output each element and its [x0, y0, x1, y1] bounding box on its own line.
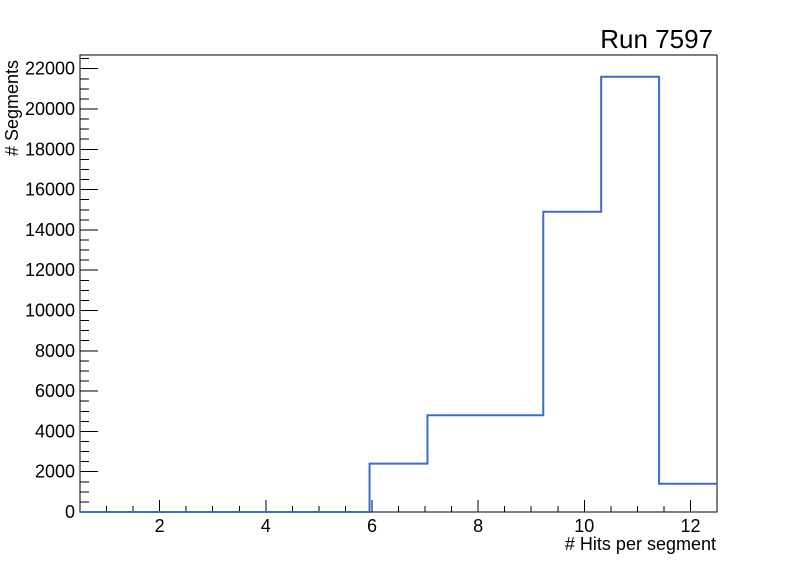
x-tick-label: 4	[261, 516, 271, 536]
x-tick-label: 8	[473, 516, 483, 536]
y-tick-label: 10000	[25, 301, 75, 321]
y-tick-label: 0	[65, 502, 75, 522]
y-tick-label: 12000	[25, 260, 75, 280]
x-tick-label: 12	[680, 516, 700, 536]
y-tick-label: 4000	[35, 421, 75, 441]
y-tick-label: 22000	[25, 59, 75, 79]
y-tick-label: 8000	[35, 341, 75, 361]
y-tick-label: 6000	[35, 381, 75, 401]
x-tick-label: 10	[574, 516, 594, 536]
y-tick-label: 2000	[35, 462, 75, 482]
plot-frame	[79, 54, 718, 513]
x-tick-label: 6	[367, 516, 377, 536]
y-tick-label: 16000	[25, 180, 75, 200]
chart-title: Run 7597	[600, 24, 713, 54]
x-axis-title: # Hits per segment	[564, 534, 716, 554]
y-tick-label: 14000	[25, 220, 75, 240]
x-tick-label: 2	[155, 516, 165, 536]
y-tick-label: 18000	[25, 139, 75, 159]
histogram-line	[80, 75, 717, 513]
y-tick-label: 20000	[25, 99, 75, 119]
